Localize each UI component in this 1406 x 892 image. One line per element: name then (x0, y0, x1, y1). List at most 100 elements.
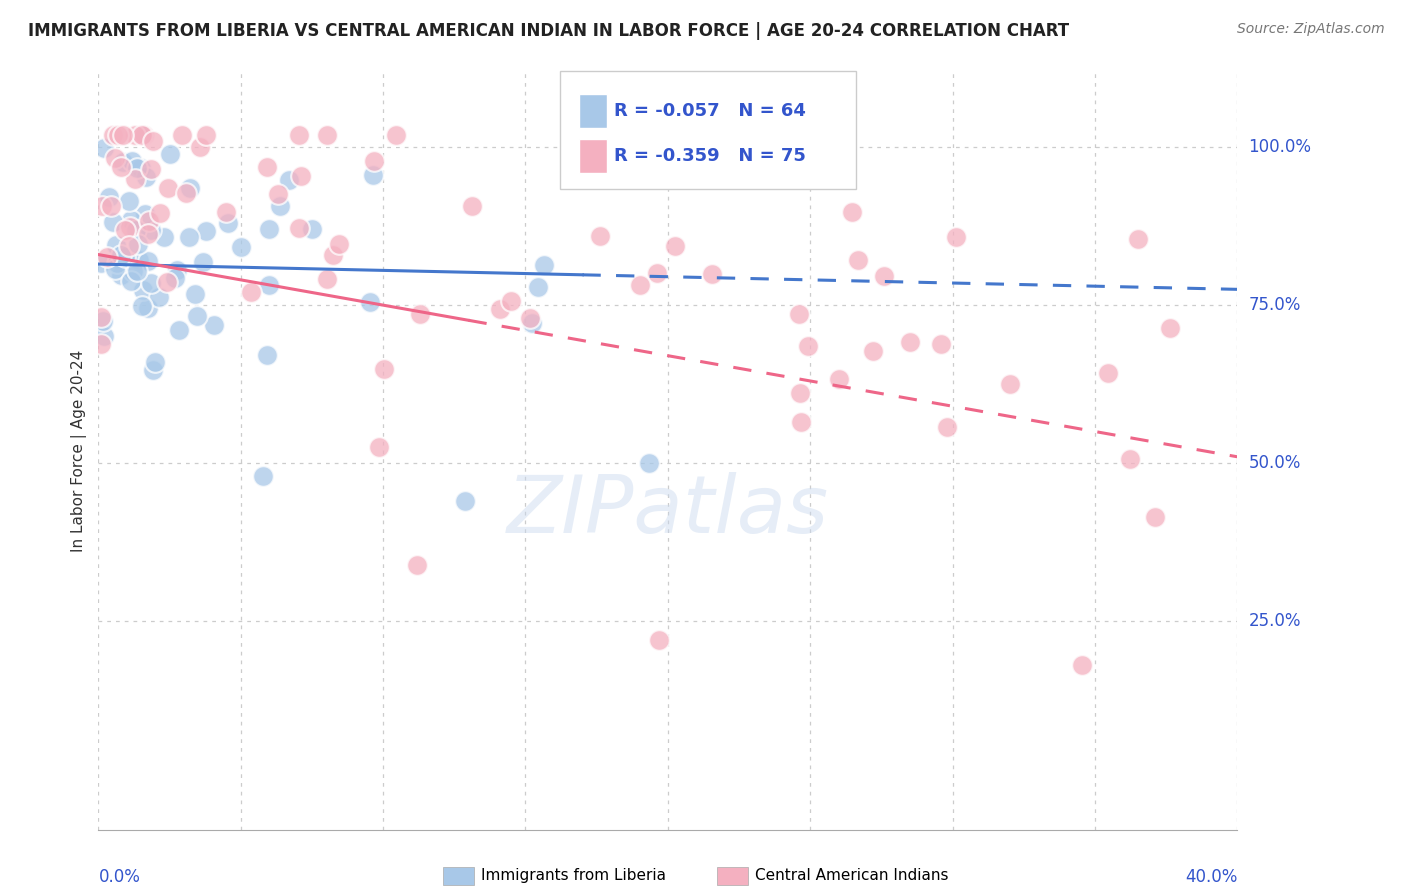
Point (269, 199, 291, 213)
Point (527, 280, 550, 294)
Point (1159, 321, 1181, 335)
Point (929, 337, 952, 351)
Point (256, 160, 278, 174)
Point (96, 250, 118, 264)
Point (107, 128, 129, 142)
Point (647, 633, 669, 648)
Point (111, 128, 134, 142)
Point (367, 440, 389, 454)
Point (702, 267, 724, 281)
Point (121, 264, 143, 278)
Point (104, 262, 127, 277)
Point (186, 309, 208, 323)
Point (128, 252, 150, 267)
Point (998, 377, 1021, 392)
Point (131, 299, 153, 313)
Point (183, 287, 205, 301)
Point (125, 223, 148, 237)
Point (101, 128, 124, 142)
Text: Central American Indians: Central American Indians (755, 869, 949, 883)
Point (127, 237, 149, 252)
Point (256, 348, 278, 362)
Point (139, 162, 162, 177)
Point (135, 169, 157, 184)
Text: 100.0%: 100.0% (1249, 138, 1312, 156)
Point (385, 128, 408, 142)
Point (945, 230, 967, 244)
Text: R = -0.359   N = 75: R = -0.359 N = 75 (614, 146, 806, 164)
Point (110, 268, 132, 282)
Point (328, 237, 350, 252)
FancyBboxPatch shape (579, 139, 607, 173)
Point (267, 187, 290, 202)
Point (628, 277, 651, 292)
Point (156, 276, 179, 290)
Point (131, 128, 153, 142)
Point (136, 227, 159, 241)
Point (797, 339, 820, 353)
Point (90, 255, 112, 269)
Point (157, 181, 180, 195)
Point (533, 258, 555, 272)
Point (288, 128, 311, 142)
Point (287, 220, 309, 235)
Point (142, 134, 165, 148)
Point (134, 207, 156, 221)
Point (188, 140, 211, 154)
Point (114, 223, 136, 237)
Text: Source: ZipAtlas.com: Source: ZipAtlas.com (1237, 22, 1385, 37)
Point (163, 271, 186, 285)
Point (862, 344, 884, 359)
Point (195, 224, 218, 238)
Point (217, 216, 239, 230)
Point (142, 363, 165, 377)
Point (127, 161, 149, 176)
Text: 0.0%: 0.0% (98, 869, 141, 887)
Point (637, 456, 659, 470)
Point (789, 386, 811, 401)
Point (664, 239, 686, 253)
Point (121, 154, 143, 169)
Point (363, 154, 385, 169)
Point (202, 318, 225, 333)
Point (131, 128, 153, 142)
Point (873, 268, 896, 283)
Text: R = -0.057   N = 64: R = -0.057 N = 64 (614, 102, 806, 120)
Point (1144, 509, 1167, 524)
Point (828, 372, 851, 386)
Point (259, 278, 281, 293)
Point (519, 310, 541, 325)
Point (898, 334, 921, 349)
Point (361, 168, 384, 182)
Point (114, 250, 136, 264)
Point (214, 204, 236, 219)
Point (406, 558, 429, 573)
Point (301, 222, 323, 236)
Point (120, 213, 142, 227)
Text: IMMIGRANTS FROM LIBERIA VS CENTRAL AMERICAN INDIAN IN LABOR FORCE | AGE 20-24 CO: IMMIGRANTS FROM LIBERIA VS CENTRAL AMERI… (28, 22, 1069, 40)
Point (124, 128, 146, 142)
Point (143, 355, 166, 369)
FancyBboxPatch shape (560, 71, 856, 189)
Point (936, 420, 959, 434)
Point (118, 194, 141, 208)
Point (141, 223, 163, 237)
Point (172, 128, 194, 142)
Point (645, 266, 668, 280)
Point (138, 214, 160, 228)
Point (129, 161, 152, 175)
Point (194, 128, 217, 142)
Text: 75.0%: 75.0% (1249, 296, 1301, 314)
Point (169, 323, 191, 337)
Point (136, 301, 159, 316)
Point (1128, 231, 1150, 245)
Point (104, 151, 127, 165)
Point (790, 415, 813, 429)
Point (117, 238, 139, 252)
Point (91, 199, 114, 213)
Point (787, 306, 810, 320)
FancyBboxPatch shape (579, 95, 607, 128)
Point (1071, 658, 1094, 673)
Point (841, 205, 863, 219)
Point (101, 215, 124, 229)
